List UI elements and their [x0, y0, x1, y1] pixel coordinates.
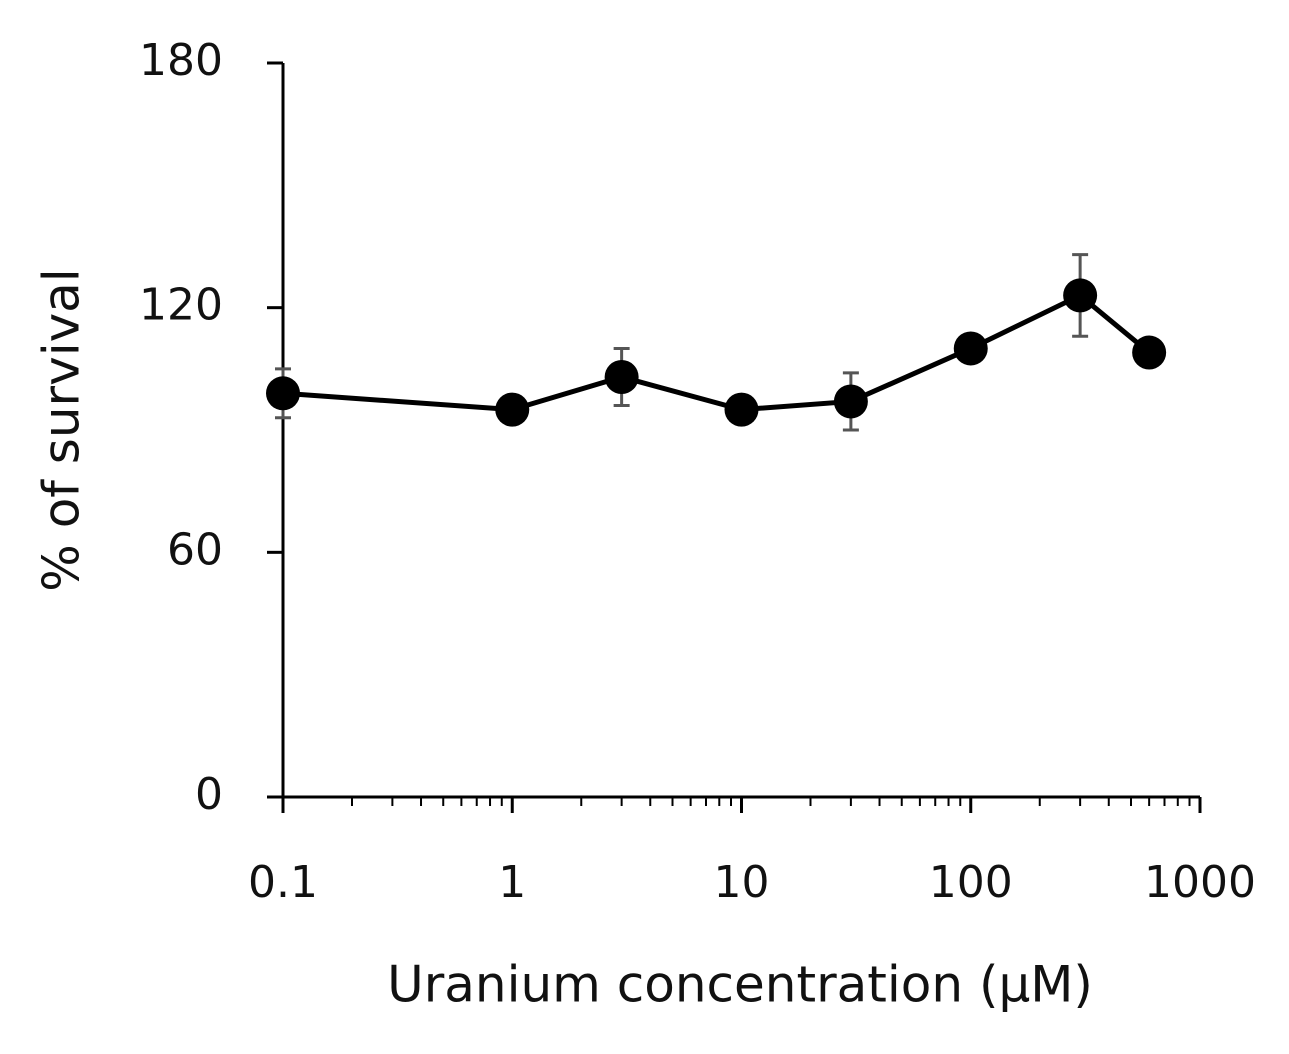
x-axis-label: Uranium concentration (μM) — [387, 956, 1093, 1014]
x-tick-label: 1000 — [1144, 857, 1256, 908]
y-tick-label: 60 — [167, 524, 223, 575]
data-point — [953, 331, 988, 366]
data-point — [833, 384, 868, 419]
y-axis-label: % of survival — [33, 268, 91, 591]
y-tick-label: 180 — [139, 35, 223, 86]
data-point — [495, 392, 530, 427]
x-tick-label: 0.1 — [248, 857, 318, 908]
y-tick-label: 120 — [139, 280, 223, 331]
data-point — [604, 359, 639, 394]
y-tick-label: 0 — [195, 769, 223, 820]
x-tick-label: 1 — [498, 857, 526, 908]
data-point — [266, 376, 300, 411]
data-line — [282, 292, 1151, 413]
data-point — [1132, 335, 1167, 370]
x-tick-label: 10 — [714, 857, 770, 908]
data-point — [1063, 278, 1098, 313]
data-point — [724, 392, 759, 427]
x-tick-label: 100 — [929, 857, 1013, 908]
